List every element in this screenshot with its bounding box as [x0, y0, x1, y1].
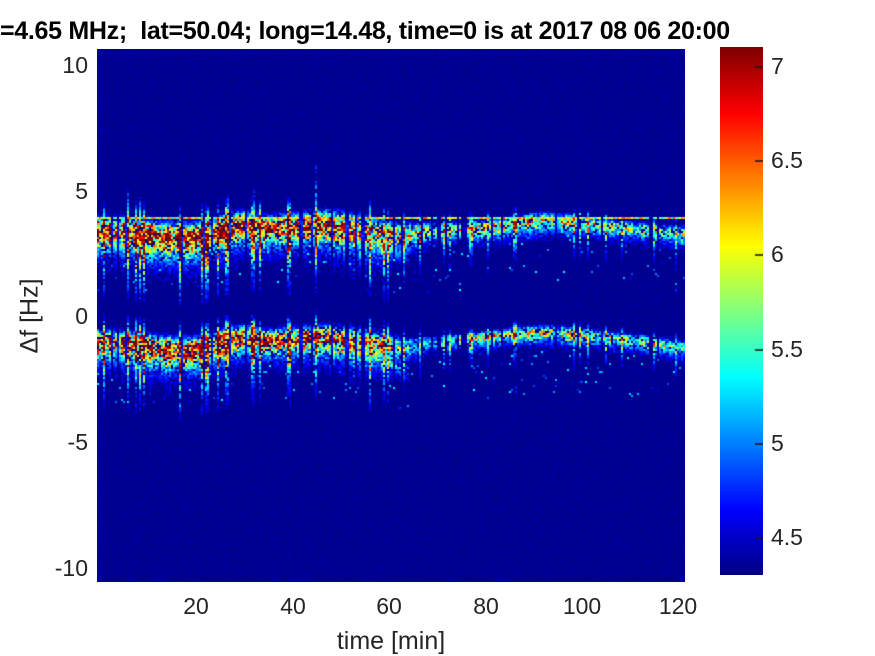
x-tick-20: 20	[183, 593, 209, 619]
x-axis-label: time [min]	[336, 627, 446, 655]
y-tick-neg10: -10	[54, 555, 88, 581]
x-tick-80: 80	[473, 593, 499, 619]
cbar-tick-6: 6	[771, 241, 784, 267]
spectrogram-plot-area	[97, 49, 685, 582]
y-tick-0: 0	[75, 303, 88, 329]
y-tick-10: 10	[62, 52, 88, 78]
cbar-tick-5_5: 5.5	[771, 336, 803, 362]
y-axis-label: Δf [Hz]	[15, 278, 44, 354]
colorbar	[720, 47, 763, 575]
x-tick-60: 60	[376, 593, 402, 619]
x-tick-40: 40	[280, 593, 306, 619]
cbar-tick-5: 5	[771, 430, 784, 456]
cbar-tick-4_5: 4.5	[771, 524, 803, 550]
y-tick-5: 5	[75, 178, 88, 204]
x-tick-100: 100	[562, 593, 602, 619]
cbar-tick-7: 7	[771, 53, 784, 79]
x-tick-120: 120	[658, 593, 698, 619]
y-tick-neg5: -5	[67, 429, 88, 455]
cbar-tick-6_5: 6.5	[771, 147, 803, 173]
plot-title: =4.65 MHz; lat=50.04; long=14.48, time=0…	[0, 17, 730, 45]
